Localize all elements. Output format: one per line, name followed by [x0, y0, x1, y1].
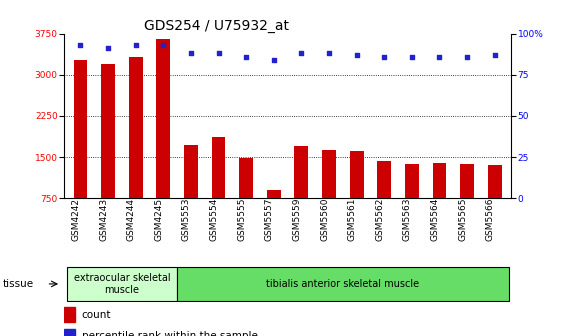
Bar	[156, 39, 170, 240]
FancyBboxPatch shape	[67, 267, 177, 301]
Bar	[377, 161, 391, 240]
Text: GSM5554: GSM5554	[210, 198, 218, 241]
Text: GSM4242: GSM4242	[71, 198, 81, 241]
Point	[297, 51, 306, 56]
Text: extraocular skeletal
muscle: extraocular skeletal muscle	[74, 273, 170, 295]
Bar	[129, 57, 142, 240]
Text: GSM4244: GSM4244	[127, 198, 136, 241]
Point	[187, 51, 196, 56]
Text: GDS254 / U75932_at: GDS254 / U75932_at	[145, 18, 289, 33]
Text: GSM5560: GSM5560	[320, 198, 329, 241]
Text: tibialis anterior skeletal muscle: tibialis anterior skeletal muscle	[266, 279, 419, 289]
Bar	[74, 60, 87, 240]
Point	[242, 54, 251, 59]
Text: GSM5566: GSM5566	[486, 198, 494, 241]
FancyBboxPatch shape	[177, 267, 508, 301]
Bar	[267, 190, 281, 240]
Text: GSM5559: GSM5559	[292, 198, 302, 241]
Text: GSM4243: GSM4243	[99, 198, 108, 241]
Text: tissue: tissue	[3, 279, 34, 289]
Text: percentile rank within the sample: percentile rank within the sample	[82, 332, 258, 336]
Text: GSM5563: GSM5563	[403, 198, 412, 241]
Point	[435, 54, 444, 59]
Bar	[64, 307, 75, 322]
Text: GSM5561: GSM5561	[347, 198, 357, 241]
Point	[324, 51, 333, 56]
Bar	[64, 329, 75, 336]
Bar	[460, 164, 474, 240]
Bar	[405, 164, 419, 240]
Point	[159, 42, 168, 48]
Text: GSM4245: GSM4245	[155, 198, 163, 241]
Text: GSM5553: GSM5553	[182, 198, 191, 241]
Point	[490, 52, 499, 58]
Text: GSM5562: GSM5562	[375, 198, 384, 241]
Point	[214, 51, 223, 56]
Bar	[211, 137, 225, 240]
Bar	[322, 151, 336, 240]
Bar	[239, 158, 253, 240]
Point	[76, 42, 85, 48]
Point	[407, 54, 417, 59]
Bar	[101, 64, 115, 240]
Point	[462, 54, 472, 59]
Bar	[488, 165, 501, 240]
Bar	[433, 163, 446, 240]
Point	[269, 57, 278, 62]
Point	[352, 52, 361, 58]
Text: GSM5564: GSM5564	[431, 198, 439, 241]
Text: GSM5565: GSM5565	[458, 198, 467, 241]
Text: count: count	[82, 310, 112, 320]
Bar	[295, 146, 309, 240]
Point	[103, 46, 113, 51]
Bar	[184, 145, 198, 240]
Text: GSM5555: GSM5555	[237, 198, 246, 241]
Point	[131, 42, 141, 48]
Bar	[350, 151, 364, 240]
Point	[379, 54, 389, 59]
Text: GSM5557: GSM5557	[265, 198, 274, 241]
